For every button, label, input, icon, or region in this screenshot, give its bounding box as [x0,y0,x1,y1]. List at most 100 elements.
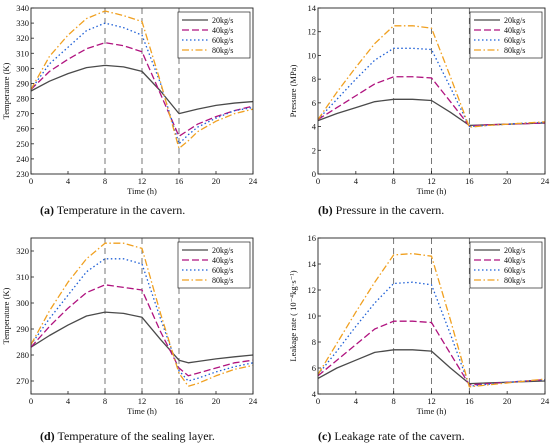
legend-label-60kg/s: 60kg/s [504,266,525,275]
y-tick-label: 10 [308,50,317,60]
panel-caption: (a) Temperature in the cavern. [40,203,185,217]
legend-label-80kg/s: 80kg/s [212,276,233,285]
x-tick-label: 24 [541,396,550,406]
x-tick-label: 20 [503,176,512,186]
panel-caption-text: Temperature in the cavern. [54,203,185,217]
series-line-60kg/s [30,22,254,145]
panel-temperature-sealing-layer: 0 4 8 12 16 20 24 270 280 290 300 310 320 Time (h) Tem… [1,237,258,443]
panel-caption: (c) Leakage rate of the cavern. [318,429,465,443]
panel-caption-tag: (a) [40,203,54,217]
y-tick-label: 240 [16,154,29,164]
y-tick-label: 270 [16,376,29,386]
x-tick-label: 16 [175,176,184,186]
x-tick-label: 8 [103,176,107,186]
y-tick-label: 310 [16,272,29,282]
y-tick-label: 0 [312,169,316,179]
y-tick-label: 320 [16,33,29,43]
x-tick-label: 12 [138,176,147,186]
panel-caption-tag: (d) [40,429,55,443]
series-line-40kg/s [30,42,254,137]
legend-label-80kg/s: 80kg/s [212,46,233,55]
y-axis-label: Leakage rate ( 10⁻⁴kg·s⁻¹) [288,270,298,361]
y-tick-label: 340 [16,3,29,13]
legend-label-80kg/s: 80kg/s [504,276,525,285]
y-tick-label: 270 [16,109,29,119]
y-tick-label: 290 [16,324,29,334]
legend-label-60kg/s: 60kg/s [504,36,525,45]
x-axis-label: Time (h) [127,186,157,196]
y-tick-label: 2 [312,145,316,155]
y-tick-label: 12 [308,27,317,37]
x-tick-label: 20 [212,396,221,406]
y-tick-label: 230 [16,169,29,179]
x-tick-label: 0 [29,396,33,406]
y-tick-label: 4 [312,389,317,399]
panel-temperature-cavern: 0 4 8 12 16 20 24 230 240 250 260 270 280 290 300 310 32… [1,3,258,217]
panel-caption: (d) Temperature of the sealing layer. [40,429,215,443]
series-line-60kg/s [317,281,546,387]
series-line-80kg/s [30,10,254,149]
series-line-20kg/s [30,311,254,364]
legend-label-60kg/s: 60kg/s [212,36,233,45]
x-tick-label: 8 [103,396,107,406]
y-axis-label: Temperature (K) [1,287,11,344]
x-tick-label: 24 [249,396,258,406]
x-axis-label: Time (h) [417,406,447,416]
y-tick-label: 310 [16,48,29,58]
x-tick-label: 0 [29,176,33,186]
x-tick-label: 12 [427,396,436,406]
legend-label-20kg/s: 20kg/s [504,246,525,255]
x-tick-label: 4 [66,396,71,406]
y-tick-label: 280 [16,350,29,360]
x-tick-label: 20 [212,176,221,186]
y-tick-label: 330 [16,18,29,28]
x-axis-label: Time (h) [417,186,447,196]
y-tick-label: 12 [308,285,317,295]
x-axis-label: Time (h) [127,406,157,416]
legend-label-80kg/s: 80kg/s [504,46,525,55]
legend-label-20kg/s: 20kg/s [212,16,233,25]
panel-caption-tag: (b) [318,203,333,217]
x-tick-label: 0 [316,176,320,186]
series-line-20kg/s [30,64,254,115]
panel-caption-text: Leakage rate of the cavern. [331,429,464,443]
y-tick-label: 4 [312,122,317,132]
y-tick-label: 16 [308,233,317,243]
x-tick-label: 24 [249,176,258,186]
x-tick-label: 12 [138,396,147,406]
x-tick-label: 16 [175,396,184,406]
legend-label-60kg/s: 60kg/s [212,266,233,275]
x-tick-label: 8 [392,396,396,406]
y-tick-label: 300 [16,63,29,73]
legend-label-40kg/s: 40kg/s [504,256,525,265]
x-tick-label: 0 [316,396,320,406]
series-line-80kg/s [317,25,546,128]
y-tick-label: 6 [312,98,316,108]
y-tick-label: 300 [16,298,29,308]
y-tick-label: 6 [312,363,316,373]
y-tick-label: 14 [308,3,317,13]
series-line-80kg/s [317,252,546,388]
y-tick-label: 260 [16,124,29,134]
y-tick-label: 280 [16,94,29,104]
x-tick-label: 12 [427,176,436,186]
series-line-80kg/s [30,242,254,387]
x-tick-label: 4 [66,176,71,186]
y-tick-label: 8 [312,337,316,347]
y-tick-label: 320 [16,246,29,256]
legend-label-40kg/s: 40kg/s [212,256,233,265]
x-tick-label: 16 [465,396,474,406]
y-tick-label: 10 [308,311,317,321]
panel-caption-text: Temperature of the sealing layer. [55,429,215,443]
x-tick-label: 4 [354,176,359,186]
x-tick-label: 24 [541,176,550,186]
legend-label-20kg/s: 20kg/s [504,16,525,25]
y-tick-label: 290 [16,78,29,88]
panel-caption-tag: (c) [318,429,331,443]
y-axis-label: Pressure (MPa) [288,65,298,118]
